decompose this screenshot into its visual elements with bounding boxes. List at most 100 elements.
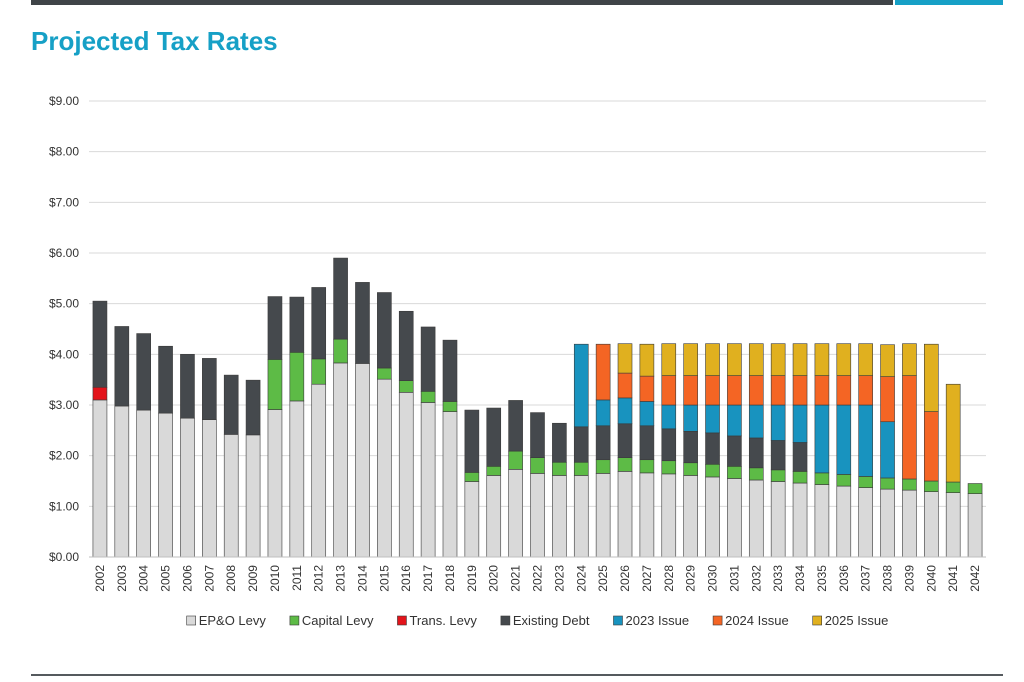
bar-segment-2029-ep-o-levy xyxy=(683,475,698,558)
x-tick-label: 2030 xyxy=(706,565,720,592)
bar-segment-2024-existing-debt xyxy=(573,426,589,463)
bar-segment-2022-capital-levy xyxy=(530,457,545,474)
bar-segment-2029-2024-issue xyxy=(683,375,698,406)
bar-segment-2032-2023-issue xyxy=(748,404,764,439)
bar-segment-2010-existing-debt xyxy=(267,296,283,360)
bar-segment-2006-existing-debt xyxy=(180,354,195,419)
bar-segment-2022-existing-debt xyxy=(530,412,545,458)
bar-segment-2026-capital-levy xyxy=(617,457,633,472)
bar-segment-2003-existing-debt xyxy=(114,326,130,407)
bar-segment-2012-ep-o-levy xyxy=(311,383,327,558)
bar-segment-2026-2023-issue xyxy=(617,397,633,425)
bar-segment-2012-capital-levy xyxy=(311,358,327,385)
x-tick-label: 2039 xyxy=(902,565,916,592)
bar-segment-2024-capital-levy xyxy=(573,461,589,476)
bar-segment-2021-capital-levy xyxy=(508,450,523,470)
header-accent-bar xyxy=(895,0,1003,5)
bar-segment-2023-ep-o-levy xyxy=(552,475,567,558)
x-tick-label: 2007 xyxy=(202,565,216,592)
bar-segment-2027-2025-issue xyxy=(639,343,655,377)
bar-segment-2034-existing-debt xyxy=(792,442,808,472)
bar-segment-2038-capital-levy xyxy=(880,477,895,490)
bar-segment-2031-capital-levy xyxy=(727,466,742,479)
bar-segment-2037-2024-issue xyxy=(858,375,873,406)
bar-segment-2026-2024-issue xyxy=(617,372,633,399)
footer-rule xyxy=(31,674,1003,676)
bar-segment-2031-existing-debt xyxy=(727,435,742,467)
bar-segment-2018-existing-debt xyxy=(442,339,458,402)
bar-segment-2032-capital-levy xyxy=(748,467,764,481)
legend-swatch xyxy=(812,615,822,626)
bar-segment-2017-existing-debt xyxy=(420,326,436,392)
legend-item-capital-levy[interactable]: Capital Levy xyxy=(289,613,374,628)
bar-segment-2027-ep-o-levy xyxy=(639,472,655,558)
bar-segment-2029-2023-issue xyxy=(683,404,698,432)
bar-segment-2005-existing-debt xyxy=(158,345,173,414)
legend-item-2024-issue[interactable]: 2024 Issue xyxy=(712,613,789,628)
bar-segment-2015-ep-o-levy xyxy=(377,378,392,558)
bar-segment-2006-ep-o-levy xyxy=(180,417,195,558)
legend-item-trans-levy[interactable]: Trans. Levy xyxy=(397,613,477,628)
legend-item-2025-issue[interactable]: 2025 Issue xyxy=(812,613,889,628)
bar-segment-2002-existing-debt xyxy=(92,300,108,388)
bar-segment-2033-2024-issue xyxy=(770,375,786,406)
bar-segment-2030-2024-issue xyxy=(705,375,720,406)
bar-segment-2030-capital-levy xyxy=(705,463,720,478)
page-title: Projected Tax Rates xyxy=(31,26,278,56)
bar-segment-2015-existing-debt xyxy=(377,292,392,369)
bar-segment-2034-2024-issue xyxy=(792,375,808,406)
x-tick-label: 2025 xyxy=(596,565,610,592)
legend-label: EP&O Levy xyxy=(199,613,267,628)
bar-segment-2020-existing-debt xyxy=(486,407,502,467)
bar-segment-2025-ep-o-levy xyxy=(595,473,611,558)
bar-segment-2011-ep-o-levy xyxy=(289,400,305,558)
bar-segment-2026-2025-issue xyxy=(617,343,633,374)
bar-segment-2016-capital-levy xyxy=(398,380,414,393)
bar-segment-2038-2023-issue xyxy=(880,421,895,479)
legend-item-2023-issue[interactable]: 2023 Issue xyxy=(613,613,689,628)
x-tick-label: 2022 xyxy=(531,565,545,592)
legend-item-existing-debt[interactable]: Existing Debt xyxy=(500,613,590,628)
x-tick-label: 2011 xyxy=(290,565,304,591)
bar-segment-2027-existing-debt xyxy=(639,425,655,461)
legend-swatch xyxy=(613,615,623,626)
bar-segment-2028-existing-debt xyxy=(661,428,677,462)
x-tick-label: 2023 xyxy=(552,565,566,592)
bar-segment-2029-capital-levy xyxy=(683,462,698,476)
bar-segment-2011-existing-debt xyxy=(289,296,305,353)
bar-segment-2034-2023-issue xyxy=(792,404,808,443)
bar-segment-2004-ep-o-levy xyxy=(136,409,151,558)
bar-segment-2031-2024-issue xyxy=(727,375,742,406)
legend-item-ep-o-levy[interactable]: EP&O Levy xyxy=(186,613,267,628)
bar-segment-2011-capital-levy xyxy=(289,352,305,402)
bar-segment-2036-2024-issue xyxy=(836,375,852,406)
bar-segment-2026-ep-o-levy xyxy=(617,471,633,558)
bar-segment-2030-ep-o-levy xyxy=(705,476,720,558)
y-tick-label: $2.00 xyxy=(49,449,79,463)
bar-segment-2039-capital-levy xyxy=(902,478,917,491)
legend[interactable]: EP&O Levy Capital Levy Trans. Levy Existing… xyxy=(186,613,889,628)
bar-segment-2025-2024-issue xyxy=(595,343,611,401)
x-tick-label: 2037 xyxy=(859,565,873,592)
bar-segment-2019-capital-levy xyxy=(464,472,480,482)
x-tick-label: 2019 xyxy=(465,565,479,592)
x-tick-label: 2005 xyxy=(159,565,173,592)
bar-segment-2025-existing-debt xyxy=(595,425,611,461)
legend-swatch xyxy=(397,615,407,626)
bar-segment-2035-capital-levy xyxy=(814,472,830,485)
bar-segment-2034-ep-o-levy xyxy=(792,482,808,558)
bar-segment-2031-ep-o-levy xyxy=(727,478,742,558)
bar-segment-2027-2023-issue xyxy=(639,401,655,427)
bar-segment-2024-ep-o-levy xyxy=(573,475,589,558)
x-tick-label: 2031 xyxy=(727,565,741,592)
bar-segment-2036-capital-levy xyxy=(836,474,852,487)
legend-label: Trans. Levy xyxy=(409,613,477,628)
bar-segment-2031-2023-issue xyxy=(727,404,742,437)
x-tick-label: 2017 xyxy=(421,565,435,592)
bar-segment-2007-existing-debt xyxy=(202,358,217,421)
bar-segment-2034-2025-issue xyxy=(792,343,808,376)
x-tick-label: 2042 xyxy=(968,565,982,592)
bar-segment-2028-capital-levy xyxy=(661,460,677,475)
bar-segment-2019-existing-debt xyxy=(464,409,480,473)
